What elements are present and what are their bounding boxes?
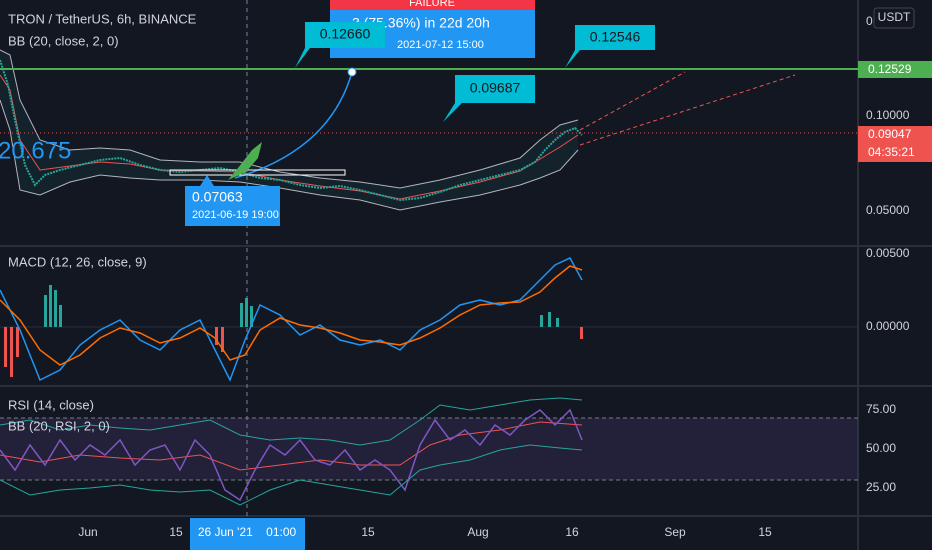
rsi-bb-lower xyxy=(0,444,583,506)
bollinger-lower xyxy=(0,99,579,211)
forecast-date: 2021-07-12 15:00 xyxy=(397,39,484,51)
line-price-tag xyxy=(858,61,932,78)
time-tick: 15 xyxy=(169,525,183,539)
hist-bar xyxy=(59,305,62,327)
rsi-tick: 75.00 xyxy=(866,402,896,416)
price-tick: 0.10000 xyxy=(866,108,910,122)
last-price-tag xyxy=(858,126,932,162)
projection xyxy=(579,74,796,146)
macd-title: MACD (12, 26, close, 9) xyxy=(8,254,147,269)
callout xyxy=(565,25,655,68)
projection xyxy=(579,71,686,131)
time-tick: 15 xyxy=(758,525,772,539)
hist-bar xyxy=(49,285,52,327)
hist-bar xyxy=(250,306,253,327)
hist-bar xyxy=(221,327,224,352)
rsi-title: RSI (14, close) xyxy=(8,397,94,412)
hist-bar xyxy=(54,290,57,327)
hist-bar xyxy=(245,298,248,327)
entry-label: 0.07063 xyxy=(192,189,243,205)
time-tick: Aug xyxy=(467,525,488,539)
time-tick: 16 xyxy=(565,525,579,539)
hist-bar xyxy=(44,295,47,327)
currency-label[interactable]: USDT xyxy=(878,10,911,24)
indicator-title: BB (20, close, 2, 0) xyxy=(8,33,119,48)
callout xyxy=(295,22,385,68)
macd-histogram xyxy=(44,285,559,327)
time-tick: Jun xyxy=(78,525,97,539)
forecast-gain: 3 (75.36%) in 22d 20h xyxy=(352,15,490,31)
macd-tick: 0.00500 xyxy=(866,246,910,260)
hist-bar xyxy=(4,327,7,367)
price-tick: 0.05000 xyxy=(866,203,910,217)
callout-label: 0.09687 xyxy=(470,80,521,96)
callout-label: 0.12660 xyxy=(320,26,371,42)
entry-box xyxy=(185,175,280,226)
hist-bar xyxy=(10,327,13,377)
cursor-time-tag xyxy=(190,518,305,550)
hist-bar xyxy=(16,327,19,357)
rsi-tick: 25.00 xyxy=(866,480,896,494)
last-price-label: 0.09047 xyxy=(868,127,912,141)
bollinger-upper xyxy=(0,49,579,189)
rsi-band xyxy=(0,418,858,480)
callout-label: 0.12546 xyxy=(590,29,641,45)
hist-bar xyxy=(556,318,559,327)
time-tick: Sep xyxy=(664,525,686,539)
symbol-title: TRON / TetherUS, 6h, BINANCE xyxy=(8,11,197,26)
callout xyxy=(443,75,535,122)
bollinger-fill xyxy=(0,50,578,210)
line-price-label: 0.12529 xyxy=(868,62,912,76)
macd-line xyxy=(0,257,583,382)
time-tick: 15 xyxy=(361,525,375,539)
price-tick: 0 xyxy=(866,14,873,28)
hist-bar xyxy=(240,303,243,327)
bollinger-basis xyxy=(0,74,579,200)
target-point xyxy=(347,67,357,77)
currency-button[interactable] xyxy=(873,7,915,29)
macd-tick: 0.00000 xyxy=(866,319,910,333)
rsi-line xyxy=(0,408,583,502)
signal-line xyxy=(0,265,583,366)
failure-badge xyxy=(330,0,535,10)
cursor-time: 26 Jun '21 01:00 xyxy=(198,525,297,539)
forecast-arc xyxy=(234,71,353,179)
hist-bar xyxy=(580,327,583,339)
rsi-bb-basis xyxy=(0,421,583,471)
failure-label: FAILURE xyxy=(409,0,455,9)
hist-bar xyxy=(548,312,551,327)
big-value: 20.675 xyxy=(0,137,71,164)
hist-bar xyxy=(215,327,218,345)
rsi-tick: 50.00 xyxy=(866,441,896,455)
entry-date: 2021-06-19 19:00 xyxy=(192,209,279,221)
macd-histogram-neg xyxy=(4,327,583,377)
rocket-icon xyxy=(228,142,262,180)
countdown: 04:35:21 xyxy=(868,145,915,159)
range-box xyxy=(169,169,346,176)
rsi-bb-upper xyxy=(0,397,583,446)
rsi-bb-title: BB (20, RSI, 2, 0) xyxy=(8,418,110,433)
price-candles xyxy=(0,59,583,202)
hist-bar xyxy=(540,315,543,327)
